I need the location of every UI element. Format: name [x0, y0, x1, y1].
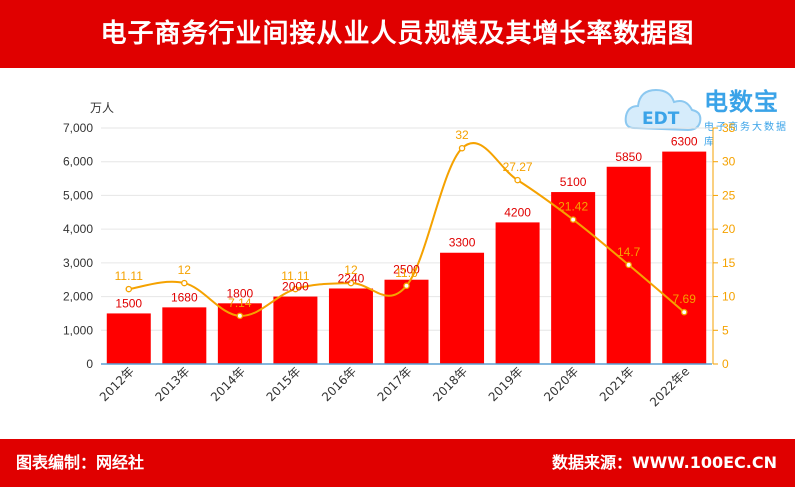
- bar-value-label: 2500: [393, 263, 420, 277]
- line-point: [236, 312, 244, 320]
- logo-mark-text: EDT: [642, 109, 680, 129]
- y-left-tick-label: 6,000: [63, 155, 93, 169]
- bar: [106, 313, 151, 364]
- bar-value-label: 5100: [560, 175, 587, 189]
- bar: [162, 307, 207, 364]
- footer-bar: 图表编制：网经社 数据来源：WWW.100EC.CN: [0, 439, 795, 487]
- line-point: [292, 285, 299, 293]
- line-value-label: 7.69: [673, 292, 697, 306]
- bar: [495, 222, 540, 364]
- bar-value-label: 4200: [504, 205, 531, 219]
- y-left-tick-label: 4,000: [63, 222, 93, 236]
- bar: [328, 288, 373, 364]
- y-right-tick-label: 5: [722, 323, 729, 337]
- bar-value-label: 1680: [171, 290, 198, 304]
- x-tick-label: 2015年: [264, 364, 304, 404]
- y-left-tick-label: 0: [86, 357, 93, 371]
- bar: [384, 279, 429, 364]
- line-point: [569, 216, 577, 223]
- bar-value-label: 2240: [338, 271, 365, 285]
- chart-area: 0 1,000 2,000 3,000 4,000 5,000 6,000 7,000 万人 0 5…: [63, 101, 736, 409]
- bar-value-label: 3300: [449, 236, 476, 250]
- x-tick-label: 2022年e: [647, 364, 692, 409]
- bar-value-label: 1500: [115, 296, 142, 310]
- line-point: [125, 285, 133, 293]
- x-tick-label: 2018年: [430, 364, 470, 404]
- x-tick-label: 2020年: [541, 364, 581, 404]
- line-point: [347, 279, 355, 287]
- line-value-label: 21.42: [558, 200, 588, 214]
- growth-rate-line: [128, 142, 685, 317]
- y-left-unit-label: 万人: [90, 101, 114, 115]
- x-tick-label: 2019年: [486, 364, 526, 404]
- y-left-tick-label: 3,000: [63, 256, 93, 270]
- x-tick-label: 2014年: [208, 364, 248, 404]
- logo-brand-name: 电数宝: [704, 88, 779, 116]
- x-tick-label: 2021年: [597, 364, 637, 404]
- line-point: [181, 279, 188, 287]
- x-tick-label: 2017年: [375, 364, 415, 404]
- brand-logo: EDT 电数宝 电子商务大数据库: [624, 78, 794, 148]
- line-value-label: 14.7: [617, 245, 641, 259]
- bar: [440, 252, 485, 364]
- line-point: [458, 144, 466, 152]
- line-value-label: 12: [178, 263, 192, 277]
- line-value-label: 27.27: [503, 160, 533, 174]
- y-left-tick-label: 7,000: [63, 121, 93, 135]
- y-right-tick-label: 20: [722, 222, 736, 236]
- y-right-tick-label: 30: [722, 155, 736, 169]
- y-left-tick-label: 1,000: [63, 323, 93, 337]
- logo-tagline: 电子商务大数据库: [704, 122, 788, 148]
- line-point: [514, 176, 521, 184]
- line-point: [625, 261, 632, 269]
- y-right-tick-label: 0: [722, 357, 729, 371]
- line-value-label: 7.14: [228, 296, 252, 310]
- y-right-tick-label: 25: [722, 188, 736, 202]
- bar-value-label: 6300: [671, 135, 698, 149]
- y-right-tick-label: 15: [722, 256, 736, 270]
- cloud-logo-icon: EDT: [624, 88, 702, 132]
- bar-value-label: 2000: [282, 280, 309, 294]
- footer-source: 数据来源：WWW.100EC.CN: [551, 453, 777, 472]
- line-value-label: 11.6: [395, 266, 418, 280]
- x-tick-label: 2012年: [97, 364, 137, 404]
- page-title: 电子商务行业间接从业人员规模及其增长率数据图: [100, 19, 695, 49]
- title-bar: 电子商务行业间接从业人员规模及其增长率数据图: [0, 0, 795, 68]
- y-right-tick-label: 35: [722, 121, 736, 135]
- y-left-tick-label: 2,000: [63, 290, 93, 304]
- line-value-label: 11.11: [281, 269, 310, 283]
- footer-credit: 图表编制：网经社: [16, 453, 145, 472]
- x-tick-label: 2016年: [319, 364, 359, 404]
- line-value-label: 12: [344, 263, 358, 277]
- bar: [662, 151, 707, 364]
- bar: [273, 296, 318, 364]
- line-value-label: 32: [455, 128, 469, 142]
- bar-value-label: 1800: [227, 286, 254, 300]
- line-value-label: 11.11: [115, 269, 144, 283]
- bar-value-label: 5850: [615, 150, 642, 164]
- x-tick-label: 2013年: [152, 364, 192, 404]
- line-point: [680, 308, 688, 316]
- y-left-tick-label: 5,000: [63, 188, 93, 202]
- y-right-tick-label: 10: [722, 290, 736, 304]
- line-point: [403, 282, 410, 290]
